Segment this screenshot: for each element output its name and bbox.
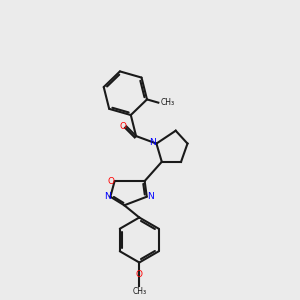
- Text: N: N: [104, 192, 110, 201]
- Text: N: N: [149, 138, 156, 147]
- Text: N: N: [147, 192, 153, 201]
- Text: O: O: [136, 270, 143, 279]
- Text: CH₃: CH₃: [161, 98, 175, 107]
- Text: CH₃: CH₃: [132, 287, 146, 296]
- Text: O: O: [108, 177, 115, 186]
- Text: O: O: [120, 122, 127, 130]
